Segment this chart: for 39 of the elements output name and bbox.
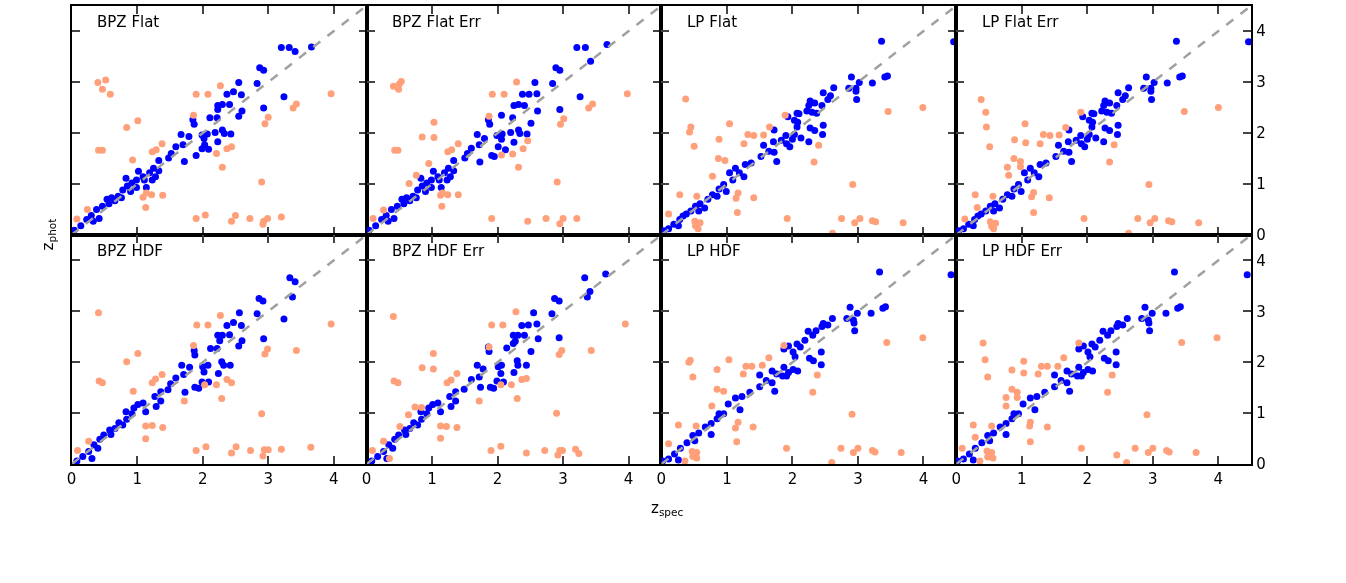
text: BPZ Flat Err [392,13,482,31]
x-tick-label: 0 [361,470,372,489]
text: BPZ HDF [97,242,163,260]
x-tick-label: 3 [558,470,568,489]
text: BPZ HDF Err [392,242,485,260]
y-tick-label: 4 [1256,251,1266,270]
y-tick-label: 3 [1256,302,1266,321]
text: LP Flat Err [982,13,1060,31]
x-tick-label: 4 [1213,470,1224,489]
y-tick-label: 2 [1256,124,1266,143]
x-tick-label: 2 [492,470,503,489]
x-tick-label: 3 [263,470,273,489]
x-axis-title: z$_{spec}$ [651,499,684,519]
text: LP HDF Err [982,242,1063,260]
text: LP Flat [687,13,738,31]
x-tick-label: 3 [1148,470,1158,489]
x-tick-label: 1 [1017,470,1027,489]
text: BPZ Flat [97,13,160,31]
x-tick-label: 2 [787,470,798,489]
x-tick-label: 2 [197,470,208,489]
x-tick-label: 2 [1082,470,1093,489]
x-tick-label: 0 [66,470,77,489]
x-tick-label: 4 [918,470,929,489]
y-tick-label: 1 [1256,404,1266,423]
x-tick-label: 1 [132,470,142,489]
x-tick-label: 1 [722,470,732,489]
x-tick-label: 1 [427,470,437,489]
x-tick-label: 3 [853,470,863,489]
x-tick-label: 4 [328,470,339,489]
x-tick-label: 4 [623,470,634,489]
y-tick-label: 0 [1256,455,1266,474]
text: LP HDF [687,242,741,260]
y-tick-label: 3 [1256,73,1266,92]
y-tick-label: 4 [1256,22,1266,41]
x-tick-label: 0 [951,470,962,489]
x-tick-label: 0 [656,470,667,489]
y-tick-label: 0 [1256,226,1266,245]
y-tick-label: 1 [1256,175,1266,194]
y-tick-label: 2 [1256,353,1266,372]
